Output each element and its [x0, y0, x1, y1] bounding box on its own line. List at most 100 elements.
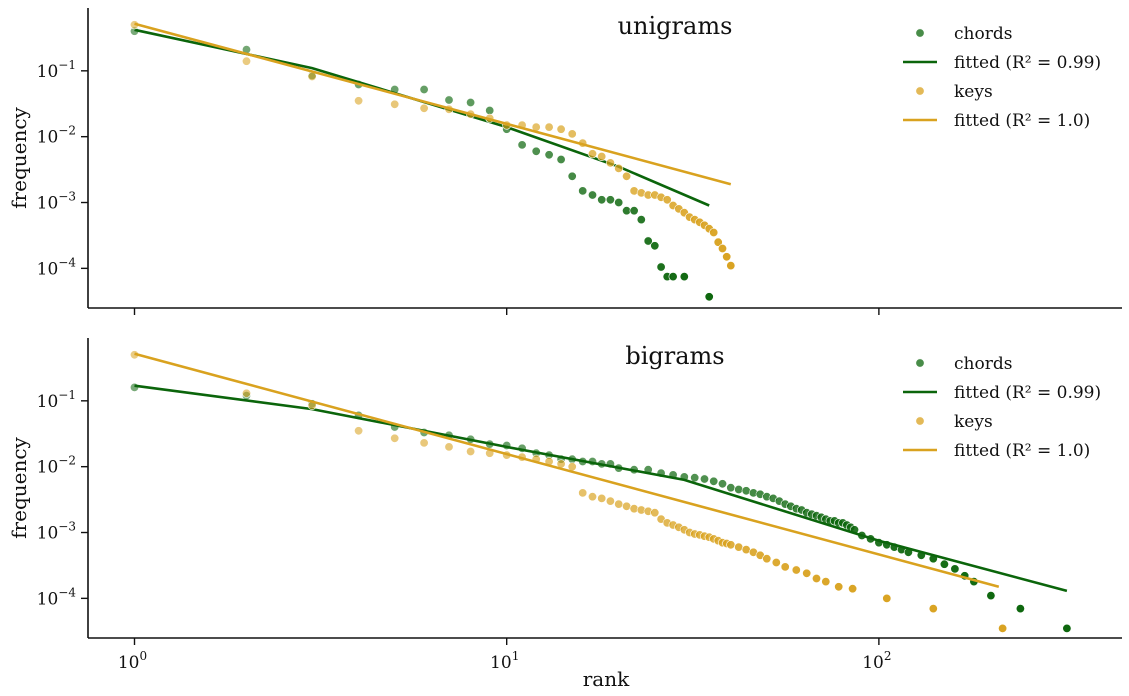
data-point	[713, 237, 723, 247]
data-point	[780, 562, 790, 572]
data-point	[354, 96, 364, 106]
data-point	[668, 272, 678, 282]
data-point	[821, 577, 831, 587]
data-point	[444, 95, 454, 105]
y-tick-label: 10−4	[37, 585, 77, 609]
data-point	[622, 501, 632, 511]
data-point	[578, 488, 588, 498]
data-point	[1062, 623, 1072, 633]
data-point	[597, 152, 607, 162]
data-point	[699, 474, 709, 484]
data-point	[717, 479, 727, 489]
data-point	[597, 493, 607, 503]
y-tick-label: 10−4	[37, 255, 77, 279]
data-point	[986, 591, 996, 601]
y-axis-label: frequency	[7, 436, 31, 538]
legend-label: fitted (R² = 1.0)	[954, 441, 1090, 461]
data-point	[605, 496, 615, 506]
y-axis-label: frequency	[7, 106, 31, 208]
legend-point-swatch	[915, 416, 925, 426]
data-point	[544, 122, 554, 132]
data-point	[726, 261, 736, 271]
x-tick-label: 100	[118, 649, 147, 673]
y-tick-label: 10−1	[37, 58, 76, 82]
data-point	[734, 542, 744, 552]
data-point	[605, 195, 615, 205]
data-point	[444, 442, 454, 452]
data-point	[802, 568, 812, 578]
data-point	[690, 473, 700, 483]
data-point	[614, 499, 624, 509]
data-point	[709, 228, 719, 238]
data-point	[419, 103, 429, 113]
panel-title: bigrams	[625, 342, 724, 370]
legend-label: fitted (R² = 0.99)	[954, 383, 1101, 403]
data-point	[811, 573, 821, 583]
data-point	[726, 483, 736, 493]
y-tick-label: 10−3	[37, 190, 76, 214]
legend-point-swatch	[915, 358, 925, 368]
data-point	[466, 98, 476, 108]
y-tick-label: 10−2	[37, 124, 76, 148]
data-point	[466, 446, 476, 456]
y-tick-label: 10−1	[37, 388, 76, 412]
x-tick-label: 101	[490, 649, 519, 673]
data-point	[928, 604, 938, 614]
panel-title: unigrams	[618, 12, 733, 40]
data-point	[848, 584, 858, 594]
data-point	[998, 623, 1008, 633]
data-point	[597, 195, 607, 205]
legend-point-swatch	[915, 86, 925, 96]
data-point	[650, 241, 660, 251]
data-point	[762, 554, 772, 564]
data-point	[605, 158, 615, 168]
data-point	[390, 433, 400, 443]
legend-label: fitted (R² = 1.0)	[954, 111, 1090, 131]
legend: chords fitted (R² = 0.99) keys fitted (R² =…	[903, 24, 1101, 131]
panel-bigrams: 10−1 10−2 10−3 10−4 100 101 102 frequency bigram…	[7, 338, 1122, 673]
data-point	[556, 124, 566, 134]
fit-line	[134, 352, 1000, 589]
fit-line	[134, 384, 1068, 593]
data-point	[531, 146, 541, 156]
data-point	[587, 492, 597, 502]
fit-line	[134, 28, 710, 207]
panel-unigrams: 10−1 10−2 10−3 10−4 frequency unigrams chords f…	[7, 8, 1122, 315]
data-point	[709, 476, 719, 486]
data-point	[950, 564, 960, 574]
data-point	[834, 582, 844, 592]
data-point	[679, 272, 689, 282]
data-point	[704, 292, 714, 302]
data-point	[556, 155, 566, 165]
data-point	[578, 186, 588, 196]
data-point	[419, 438, 429, 448]
data-point	[587, 149, 597, 159]
data-point	[882, 593, 892, 603]
data-point	[517, 140, 527, 150]
x-axis-label: rank	[583, 667, 630, 691]
data-point	[242, 56, 252, 66]
data-point	[587, 190, 597, 200]
legend-point-swatch	[915, 28, 925, 38]
data-point	[567, 129, 577, 139]
data-point	[485, 106, 495, 116]
data-point	[354, 426, 364, 436]
data-point	[390, 99, 400, 109]
x-tick-label: 102	[862, 649, 891, 673]
legend-label: chords	[954, 354, 1012, 374]
legend: chords fitted (R² = 0.99) keys fitted (R² =…	[903, 354, 1101, 461]
data-point	[130, 382, 140, 392]
data-point	[622, 171, 632, 181]
data-point	[643, 236, 653, 246]
data-point	[614, 198, 624, 208]
data-point	[722, 252, 732, 262]
fit-line	[134, 22, 732, 186]
data-point	[419, 85, 429, 95]
data-point	[939, 559, 949, 569]
data-point	[544, 150, 554, 160]
data-point	[717, 244, 727, 254]
legend-label: chords	[954, 24, 1012, 44]
data-point	[636, 215, 646, 225]
data-point	[622, 206, 632, 216]
